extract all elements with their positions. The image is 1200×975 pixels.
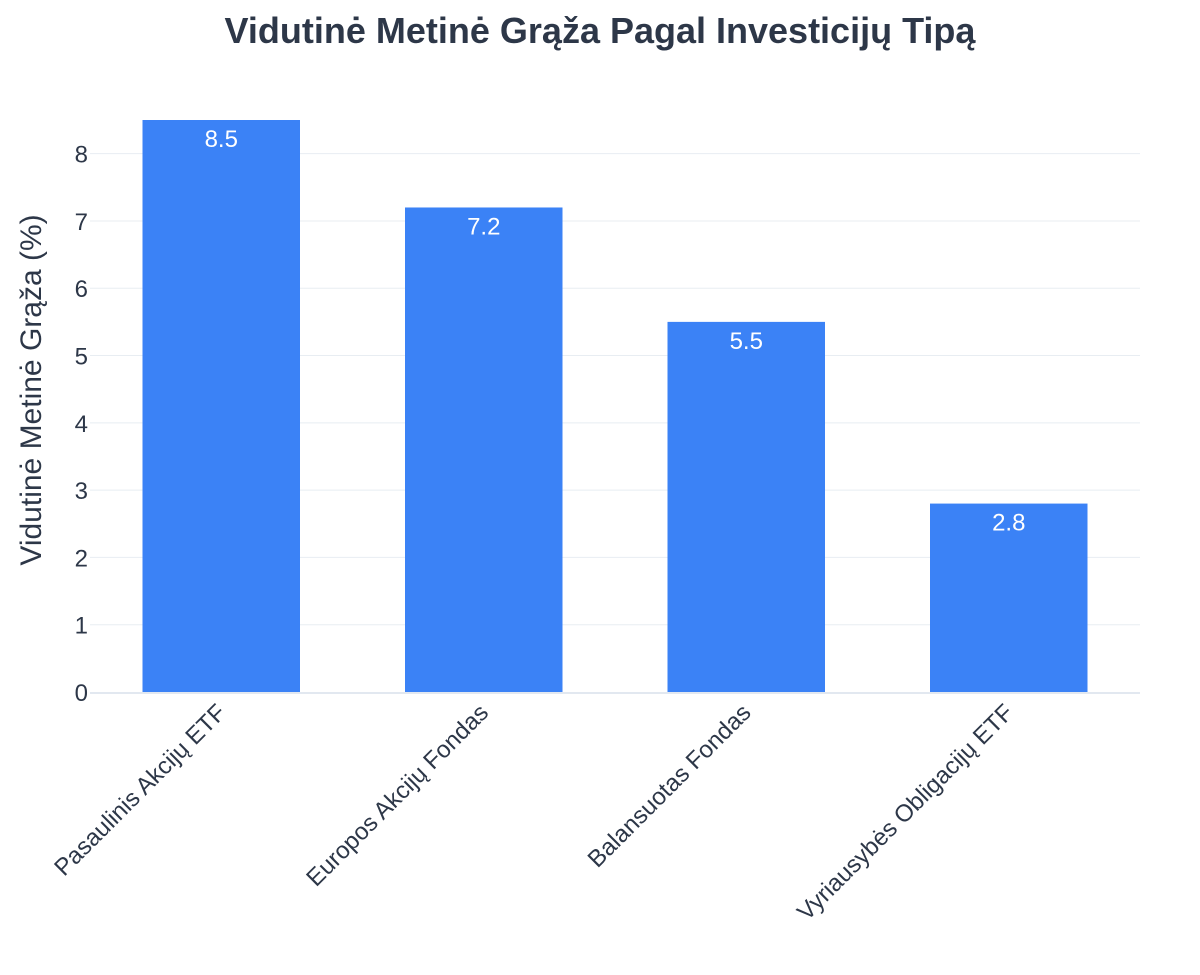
y-tick-label-0: 0 — [75, 680, 88, 707]
y-tick-label-5: 5 — [75, 344, 88, 371]
x-tick-label-1: Pasaulinis Akcijų ETF — [49, 699, 231, 881]
bar-2 — [405, 207, 563, 692]
bar-value-label-2: 7.2 — [467, 213, 500, 240]
y-tick-label-4: 4 — [75, 411, 88, 438]
y-tick-label-3: 3 — [75, 478, 88, 505]
bar-value-label-4: 2.8 — [992, 510, 1025, 537]
y-tick-label-6: 6 — [75, 276, 88, 303]
bars: 8.5 7.2 5.5 2.8 — [142, 120, 1088, 692]
bar-3 — [667, 321, 825, 692]
bar-4 — [930, 503, 1088, 692]
x-tick-label-4: Vyriausybės Obligacijų ETF — [792, 699, 1019, 926]
y-tick-label-7: 7 — [75, 209, 88, 236]
bar-value-label-1: 8.5 — [205, 126, 238, 153]
y-tick-label-1: 1 — [75, 613, 88, 640]
y-axis-title: Vidutinė Metinė Grąža (%) — [15, 214, 48, 565]
x-tick-label-3: Balansuotas Fondas — [583, 699, 757, 873]
chart-title: Vidutinė Metinė Grąža Pagal Investicijų … — [224, 10, 976, 51]
bar-1 — [142, 120, 300, 692]
bar-value-label-3: 5.5 — [730, 328, 763, 355]
y-tick-label-2: 2 — [75, 545, 88, 572]
y-tick-label-8: 8 — [75, 142, 88, 169]
x-tick-label-2: Europos Akcijų Fondas — [301, 699, 494, 892]
